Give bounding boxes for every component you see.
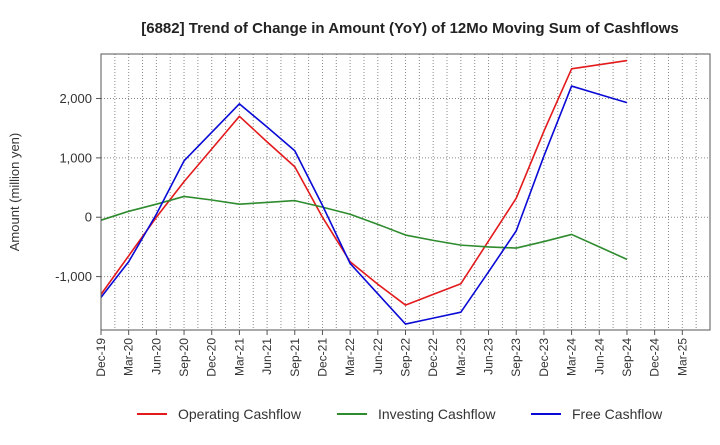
x-tick-label: Mar-21: [232, 338, 246, 376]
chart-title: [6882] Trend of Change in Amount (YoY) o…: [141, 20, 679, 37]
x-tick-label: Jun-24: [592, 338, 606, 375]
x-tick-label: Mar-23: [454, 338, 468, 376]
x-tick-label: Sep-21: [288, 338, 302, 377]
x-tick-label: Sep-24: [620, 338, 634, 377]
operating-cashflow-line: [100, 59, 628, 306]
free-cashflow-legend-label: Free Cashflow: [572, 406, 663, 422]
x-tick-label: Jun-22: [371, 338, 385, 375]
x-tick-label: Dec-20: [205, 338, 219, 377]
x-tick-label: Dec-21: [315, 338, 329, 377]
y-tick-label: 0: [85, 210, 92, 225]
y-tick-label: 2,000: [59, 91, 92, 106]
x-tick-label: Jun-21: [260, 338, 274, 375]
x-tick-label: Dec-22: [426, 338, 440, 377]
y-tick-label: 1,000: [59, 150, 92, 165]
y-tick-label: -1,000: [55, 269, 92, 284]
investing-cashflow-line: [100, 195, 628, 261]
x-tick-label: Sep-23: [509, 338, 523, 377]
x-tick-label: Jun-20: [149, 338, 163, 375]
x-tick-label: Mar-24: [565, 338, 579, 376]
legend: Operating Cashflow Investing Cashflow Free…: [137, 406, 663, 422]
y-axis-label: Amount (million yen): [7, 133, 22, 252]
free-cashflow-line: [100, 85, 628, 325]
y-tick-labels: -1,000 0 1,000 2,000: [55, 91, 101, 284]
x-tick-labels: Dec-19 Mar-20 Jun-20 Sep-20 Dec-20 Mar-21 Jun-…: [94, 330, 689, 377]
x-tick-label: Mar-22: [343, 338, 357, 376]
x-tick-label: Jun-23: [482, 338, 496, 375]
x-tick-label: Mar-25: [675, 338, 689, 376]
series-lines: [100, 59, 628, 325]
grid-lines: [101, 54, 710, 330]
x-tick-label: Dec-24: [648, 338, 662, 377]
operating-cashflow-legend-label: Operating Cashflow: [178, 406, 302, 422]
x-tick-label: Dec-23: [537, 338, 551, 377]
investing-cashflow-legend-label: Investing Cashflow: [378, 406, 496, 422]
x-tick-label: Sep-22: [399, 338, 413, 377]
x-tick-label: Dec-19: [94, 338, 108, 377]
x-tick-label: Sep-20: [177, 338, 191, 377]
x-tick-label: Mar-20: [122, 338, 136, 376]
